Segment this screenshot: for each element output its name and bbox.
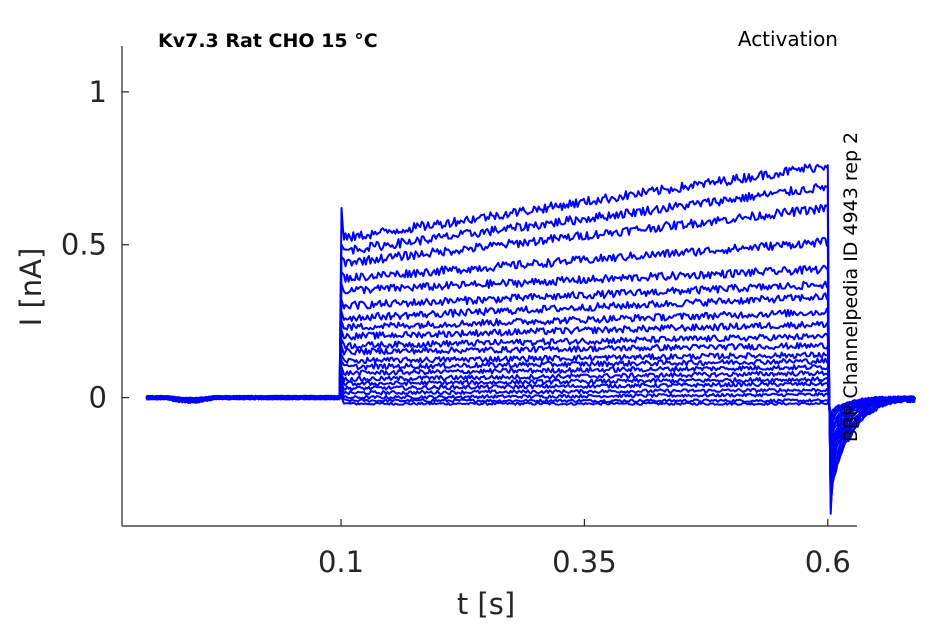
y-tick-label: 1 xyxy=(89,75,107,109)
x-ticks-group: 0.1 0.35 0.6 xyxy=(318,519,851,579)
current-trace xyxy=(146,307,916,469)
chart-title: Kv7.3 Rat CHO 15 °C xyxy=(158,30,378,52)
x-tick-label: 0.1 xyxy=(318,545,364,579)
y-ticks-group: 00.51 xyxy=(61,75,129,415)
traces-group xyxy=(145,163,917,515)
y-axis-label: I [nA] xyxy=(14,248,48,327)
x-tick-label: 0.6 xyxy=(805,545,851,579)
y-tick-label: 0 xyxy=(89,381,107,415)
protocol-label: Activation xyxy=(738,27,838,51)
source-note: BBP Channelpedia ID 4943 rep 2 xyxy=(840,132,862,442)
x-axis-label: t [s] xyxy=(457,587,515,621)
current-trace xyxy=(145,163,916,515)
y-tick-label: 0.5 xyxy=(61,228,107,262)
x-tick-label: 0.35 xyxy=(552,545,617,579)
